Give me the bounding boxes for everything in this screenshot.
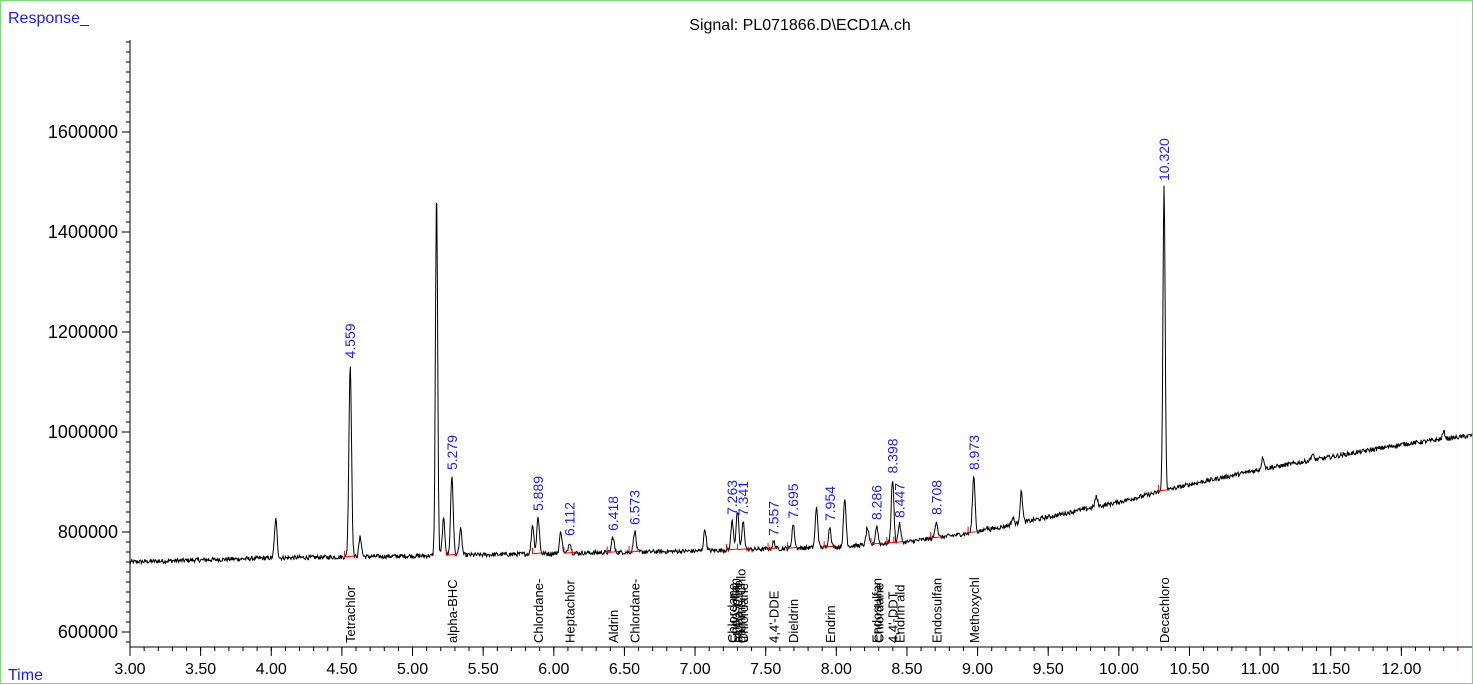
compound-label: Aldrin — [606, 610, 621, 643]
compound-label: Heptachlor — [563, 579, 578, 643]
integration-baseline — [768, 547, 780, 550]
x-tick-label: 10.00 — [1099, 661, 1139, 678]
compound-label: Endrin ald — [892, 584, 907, 643]
x-tick-label: 8.00 — [821, 661, 852, 678]
retention-time-label: 4.559 — [342, 323, 358, 358]
x-tick-label: 9.50 — [1033, 661, 1064, 678]
retention-time-label: 8.447 — [891, 483, 907, 518]
retention-time-label: 10.320 — [1156, 138, 1172, 181]
x-tick-label: 3.50 — [185, 661, 216, 678]
integration-baseline — [629, 550, 641, 553]
x-tick-label: 5.00 — [397, 661, 428, 678]
compound-label: Decachloro — [1157, 577, 1172, 643]
y-tick-label: 800000 — [58, 522, 118, 542]
compound-label: 4,4'-DDT — [886, 591, 901, 643]
retention-time-label: 6.573 — [627, 490, 643, 525]
retention-time-label: 5.279 — [444, 435, 460, 470]
y-tick-label: 600000 — [58, 622, 118, 642]
integration-baseline — [726, 548, 738, 551]
x-tick-label: 6.50 — [609, 661, 640, 678]
compound-label: Chlordane — [872, 583, 887, 643]
compound-label: Methoxychl — [967, 577, 982, 643]
integration-baseline — [893, 541, 906, 544]
retention-time-label: 6.112 — [562, 502, 578, 536]
integration-baseline — [737, 548, 749, 551]
integration-baseline — [968, 531, 980, 534]
x-tick-label: 7.50 — [750, 661, 781, 678]
compound-label: alpha-BHC — [445, 579, 460, 643]
x-tick-label: 4.50 — [326, 661, 357, 678]
integration-baseline — [344, 555, 356, 558]
integration-baseline — [532, 552, 544, 555]
compound-label: Tetrachlor — [343, 585, 358, 643]
x-tick-label: 12.00 — [1381, 661, 1421, 678]
retention-time-label: 8.286 — [869, 485, 885, 520]
compound-label: Endrin — [823, 605, 838, 643]
compound-label: Chlordane — [725, 583, 740, 643]
integration-baseline — [824, 545, 836, 548]
signal-trace — [129, 185, 1473, 566]
x-axis-label: Time — [8, 667, 43, 684]
x-tick-label: 11.50 — [1311, 661, 1350, 678]
retention-time-label: 8.973 — [966, 435, 982, 470]
integration-baseline — [563, 551, 576, 554]
x-tick-label: 11.00 — [1241, 661, 1280, 678]
x-tick-label: 4.00 — [256, 661, 287, 678]
y-tick-label: 1000000 — [48, 422, 118, 442]
compound-label: Chlordane- — [531, 579, 546, 643]
compound-label: Endosulfan — [870, 578, 885, 643]
retention-time-label: 7.263 — [724, 480, 740, 515]
x-tick-label: 9.00 — [962, 661, 993, 678]
retention-time-label: 7.954 — [822, 486, 838, 521]
retention-time-label: 5.889 — [530, 476, 546, 511]
retention-time-label: 8.398 — [885, 438, 901, 473]
y-tick-label: 1400000 — [48, 222, 118, 242]
x-tick-label: 10.50 — [1169, 661, 1209, 678]
retention-time-label: 7.341 — [735, 481, 751, 516]
compound-label: Chlordane- — [628, 579, 643, 643]
integration-baseline — [871, 542, 883, 545]
y-axis-label: Response_ — [8, 10, 89, 27]
compound-label: 4,4'-DDE — [767, 590, 782, 643]
integration-baseline — [787, 546, 799, 549]
compound-label: Endosulfan — [929, 578, 944, 643]
x-tick-label: 7.00 — [679, 661, 710, 678]
compound-label: Chlordane — [736, 583, 751, 643]
integration-baseline — [1158, 489, 1170, 492]
compound-label: Endosulfan — [728, 578, 743, 643]
retention-time-label: 7.557 — [766, 501, 782, 536]
compound-label: Dieldrin — [786, 599, 801, 643]
x-tick-label: 8.50 — [891, 661, 922, 678]
compound-label: alpha-Chlo — [730, 580, 745, 643]
x-tick-label: 6.00 — [538, 661, 569, 678]
y-tick-label: 1600000 — [48, 122, 118, 142]
x-tick-label: 3.00 — [114, 661, 145, 678]
chart-title: Signal: PL071866.D\ECD1A.ch — [689, 17, 911, 34]
x-tick-label: 5.50 — [468, 661, 499, 678]
compound-label: gamma-Chlo — [733, 569, 748, 643]
retention-time-label: 7.695 — [785, 483, 801, 518]
integration-baseline — [446, 553, 458, 556]
integration-baseline — [607, 550, 619, 553]
retention-time-label: 6.418 — [605, 496, 621, 531]
integration-baseline — [930, 536, 943, 539]
retention-time-label: 8.708 — [928, 480, 944, 515]
y-tick-label: 1200000 — [48, 322, 118, 342]
